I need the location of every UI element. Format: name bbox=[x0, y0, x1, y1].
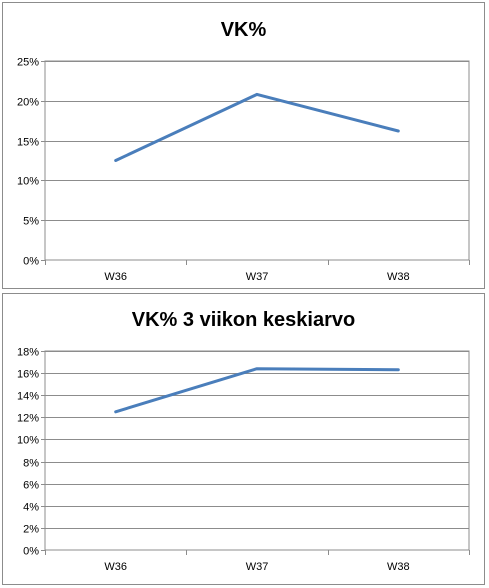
line-chart-vk-3-week-average: 0% 2% 4% 6% 8% 10% 12% 14% 16% 18% W36 W37 W38 bbox=[17, 347, 470, 573]
x-tick-label: W37 bbox=[246, 561, 269, 573]
series-line bbox=[114, 367, 400, 414]
y-tick-label: 20% bbox=[17, 97, 39, 109]
chart-title: VK% 3 viikon keskiarvo bbox=[131, 309, 356, 331]
x-tick-label: W36 bbox=[104, 561, 127, 573]
y-tick-label: 0% bbox=[23, 546, 39, 558]
y-tick-label: 12% bbox=[17, 413, 39, 425]
y-tick-label: 4% bbox=[23, 502, 39, 514]
plot-area bbox=[44, 60, 470, 261]
line-chart-vk: 0% 5% 10% 15% 20% 25% W36 W37 W38 bbox=[17, 57, 470, 283]
chart-panel-vk-3-week-average: VK% 3 viikon keskiarvo 0% 2% 4% 6% 8% 10% 12% 1… bbox=[2, 293, 485, 585]
y-tick-label: 14% bbox=[17, 391, 39, 403]
x-tick-label: W36 bbox=[104, 271, 127, 283]
x-tick-label: W37 bbox=[246, 271, 269, 283]
y-tick-label: 15% bbox=[17, 137, 39, 149]
data-point bbox=[255, 93, 259, 96]
y-tick-label: 0% bbox=[23, 256, 39, 268]
plot-area bbox=[44, 350, 470, 551]
chart-title: VK% bbox=[220, 19, 267, 41]
y-tick-label: 25% bbox=[17, 57, 39, 69]
y-tick-label: 6% bbox=[23, 480, 39, 492]
data-point bbox=[397, 129, 400, 133]
y-tick-label: 18% bbox=[17, 347, 39, 359]
data-point bbox=[114, 159, 117, 162]
y-tick-label: 2% bbox=[23, 524, 39, 536]
y-tick-label: 10% bbox=[17, 176, 39, 188]
x-tick-label: W38 bbox=[387, 561, 410, 573]
y-tick-label: 5% bbox=[23, 216, 39, 228]
x-tick-label: W38 bbox=[387, 271, 410, 283]
data-point bbox=[255, 367, 259, 370]
y-tick-label: 10% bbox=[17, 435, 39, 447]
data-point bbox=[114, 410, 117, 414]
chart-panel-vk: VK% 0% 5% 10% 15% 20% 25% W36 W37 W38 bbox=[2, 2, 485, 289]
y-tick-label: 16% bbox=[17, 369, 39, 381]
y-tick-label: 8% bbox=[23, 458, 39, 470]
series-line bbox=[114, 92, 400, 162]
data-point bbox=[397, 368, 400, 371]
